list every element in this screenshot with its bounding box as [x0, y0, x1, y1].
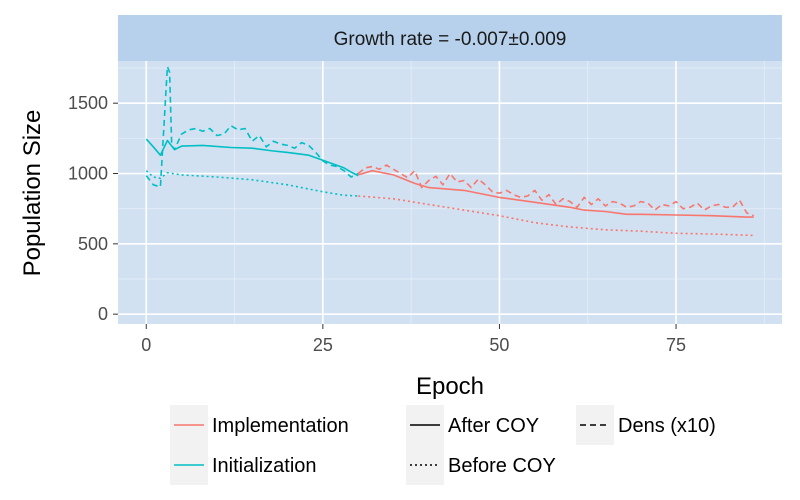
x-axis-title: Epoch: [416, 373, 484, 400]
strip-title: Growth rate = -0.007±0.009: [334, 29, 567, 50]
initialization-after-coy-line: [145, 138, 359, 177]
y-tick-label: 1500: [68, 93, 108, 113]
y-tick-label: 0: [98, 304, 108, 324]
legend: Implementation Initialization After COY Bef…: [170, 405, 716, 485]
plot-panel: [118, 61, 782, 324]
legend-label: Before COY: [448, 455, 556, 477]
x-tick-label: 0: [141, 335, 151, 355]
strip-background: [118, 15, 782, 61]
y-tick-label: 1000: [68, 164, 108, 184]
axes: 0 25 50 75 0 500 1000 1500: [68, 93, 686, 355]
x-tick-label: 25: [313, 335, 333, 355]
implementation-before-coy-line: [358, 195, 754, 237]
y-tick-label: 500: [78, 234, 108, 254]
x-tick-label: 50: [489, 335, 509, 355]
legend-label: Initialization: [212, 455, 317, 477]
implementation-after-coy-line: [357, 169, 754, 218]
series-lines: [145, 65, 754, 237]
x-tick-label: 75: [666, 335, 686, 355]
initialization-dens-x10-line: [145, 65, 359, 188]
legend-label: Implementation: [212, 415, 349, 437]
legend-label: After COY: [448, 415, 539, 437]
initialization-before-coy-line: [145, 170, 359, 197]
legend-label: Dens (x10): [618, 415, 716, 437]
y-axis-title: Population Size: [19, 110, 46, 277]
